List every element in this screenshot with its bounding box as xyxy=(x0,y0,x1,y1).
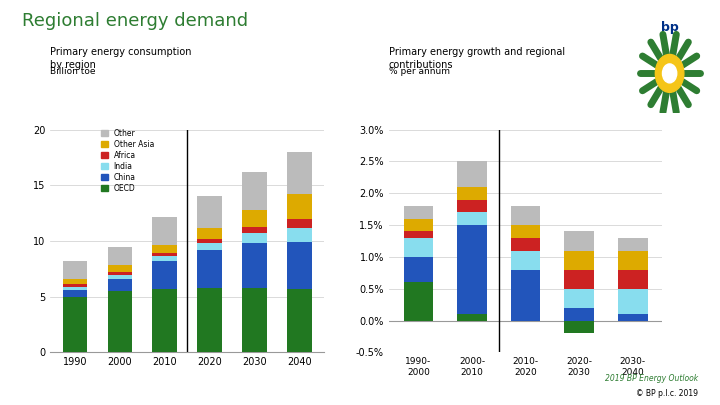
Bar xyxy=(242,172,267,210)
Bar xyxy=(618,289,648,314)
Bar xyxy=(457,225,487,314)
Bar xyxy=(403,238,433,257)
Bar xyxy=(63,296,87,352)
Bar xyxy=(511,225,540,238)
Bar xyxy=(403,257,433,282)
Text: Regional energy demand: Regional energy demand xyxy=(22,12,248,30)
Circle shape xyxy=(662,64,677,83)
Bar xyxy=(564,320,594,333)
Bar xyxy=(564,231,594,251)
Bar xyxy=(457,212,487,225)
Bar xyxy=(403,282,433,320)
Text: Primary energy growth and regional
contributions: Primary energy growth and regional contr… xyxy=(389,47,565,70)
Bar xyxy=(564,289,594,308)
Bar xyxy=(107,275,132,279)
Text: © BP p.l.c. 2019: © BP p.l.c. 2019 xyxy=(636,389,698,398)
Bar xyxy=(242,233,267,243)
Text: bp: bp xyxy=(661,21,678,34)
Bar xyxy=(511,238,540,251)
Bar xyxy=(403,206,433,219)
Bar xyxy=(287,289,312,352)
Bar xyxy=(153,289,177,352)
Bar xyxy=(153,261,177,289)
Bar xyxy=(107,266,132,272)
Bar xyxy=(153,256,177,261)
Bar xyxy=(564,270,594,289)
Bar xyxy=(63,290,87,296)
Bar xyxy=(63,287,87,290)
Bar xyxy=(618,314,648,320)
Text: % per annum: % per annum xyxy=(389,67,450,76)
Bar xyxy=(63,284,87,287)
Bar xyxy=(618,251,648,270)
Bar xyxy=(403,219,433,231)
Bar xyxy=(197,228,222,239)
Bar xyxy=(107,247,132,266)
Bar xyxy=(197,239,222,243)
Bar xyxy=(457,162,487,187)
Bar xyxy=(511,251,540,270)
Bar xyxy=(107,272,132,275)
Bar xyxy=(457,314,487,320)
Bar xyxy=(564,251,594,270)
Bar xyxy=(63,279,87,284)
Text: Billion toe: Billion toe xyxy=(50,67,96,76)
Text: Primary energy consumption
by region: Primary energy consumption by region xyxy=(50,47,192,70)
Bar xyxy=(242,227,267,233)
Bar xyxy=(457,187,487,200)
Bar xyxy=(618,270,648,289)
Bar xyxy=(618,238,648,251)
Bar xyxy=(287,194,312,219)
Bar xyxy=(242,210,267,227)
Bar xyxy=(287,242,312,289)
Bar xyxy=(511,206,540,225)
Bar xyxy=(197,243,222,250)
Bar xyxy=(153,217,177,245)
Bar xyxy=(63,261,87,279)
Bar xyxy=(197,250,222,288)
Bar xyxy=(153,245,177,253)
Bar xyxy=(197,196,222,228)
Bar xyxy=(511,270,540,320)
Bar xyxy=(457,200,487,212)
Bar xyxy=(107,291,132,352)
Bar xyxy=(242,288,267,352)
Bar xyxy=(403,231,433,238)
Bar xyxy=(153,253,177,256)
Circle shape xyxy=(655,54,684,92)
Bar xyxy=(287,228,312,242)
Bar xyxy=(242,243,267,288)
Bar xyxy=(197,288,222,352)
Bar xyxy=(564,308,594,320)
Text: 2019 BP Energy Outlook: 2019 BP Energy Outlook xyxy=(606,374,698,383)
Bar xyxy=(107,279,132,291)
Legend: Other, Other Asia, Africa, India, China, OECD: Other, Other Asia, Africa, India, China,… xyxy=(101,129,154,192)
Bar xyxy=(287,219,312,228)
Bar xyxy=(287,152,312,194)
